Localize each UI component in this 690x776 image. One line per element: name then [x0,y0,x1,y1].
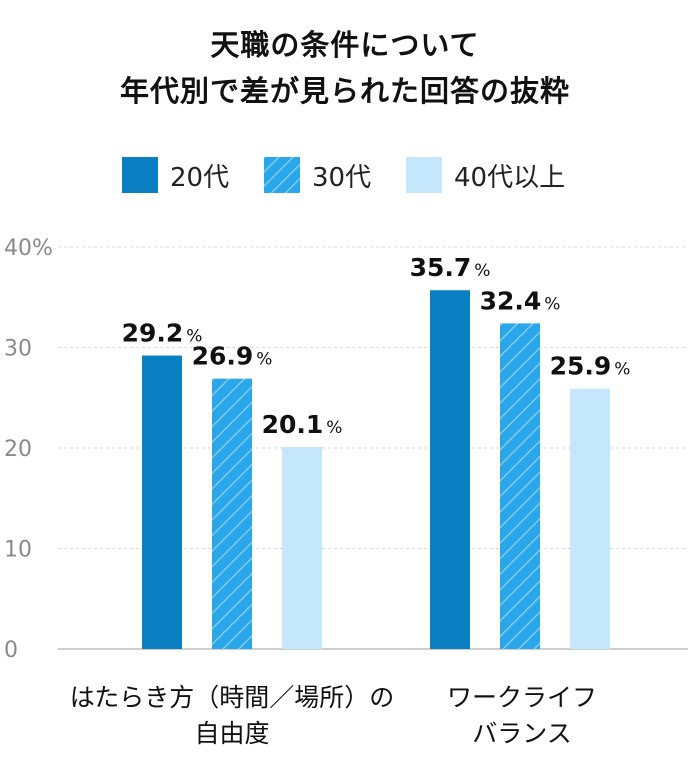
data-label: 20.1% [262,410,343,439]
legend-swatch-20s [122,157,158,193]
legend-swatch-30s [264,157,300,193]
chart-title: 天職の条件について 年代別で差が見られた回答の抜粋 [0,22,690,114]
bar [500,323,540,649]
legend-item-20s: 20代 [122,155,229,195]
legend-label-40s-plus: 40代以上 [454,162,566,193]
chart-title-line-1: 天職の条件について [210,28,480,62]
chart-title-line-2: 年代別で差が見られた回答の抜粋 [119,74,570,108]
y-tick-label: 40% [4,236,53,261]
y-tick-label: 30 [4,337,32,362]
bar [282,446,322,649]
bar [212,378,252,649]
data-label: 29.2% [122,319,203,348]
bar [142,355,182,649]
data-label: 26.9% [192,342,273,371]
data-label: 35.7% [410,253,491,282]
legend-item-30s: 30代 [264,155,371,195]
legend-item-40s-plus: 40代以上 [406,155,565,195]
legend-swatch-40s-plus [406,157,442,193]
legend: 20代 30代 40代以上 [0,155,690,195]
y-tick-label: 0 [4,638,18,663]
legend-label-20s: 20代 [170,162,230,193]
category-label: ワークライフ バランス [446,683,597,748]
y-tick-label: 20 [4,437,32,462]
bar [570,388,610,649]
legend-label-30s: 30代 [312,162,372,193]
data-label: 32.4% [480,286,561,315]
category-label: はたらき方（時間／場所）の 自由度 [69,683,395,748]
bar [430,290,470,649]
y-tick-label: 10 [4,538,32,563]
data-label: 25.9% [550,352,631,381]
